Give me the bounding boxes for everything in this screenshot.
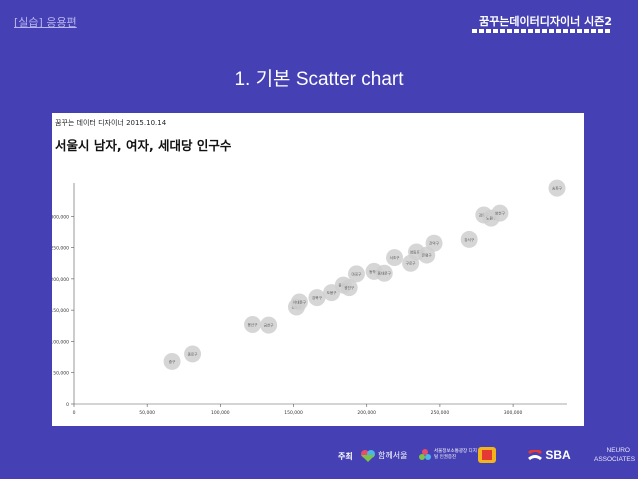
x-tick-label: 150,000 — [284, 410, 303, 416]
brand-underline — [472, 29, 612, 33]
data-point — [375, 264, 393, 282]
heart-icon — [361, 450, 375, 462]
associates-text: ASSOCIATES — [594, 456, 636, 463]
data-point-label: 은평구 — [422, 253, 433, 258]
x-tick-label: 100,000 — [211, 410, 230, 416]
neuro-text: NEURO — [606, 447, 630, 454]
data-point — [386, 249, 404, 267]
y-tick-label: 150,000 — [52, 308, 69, 314]
data-point-label: 금천구 — [264, 323, 275, 328]
scatter-chart: 0 50,000 100,000 150,000 200,000 250,000 300,0… — [52, 179, 567, 416]
data-point — [184, 345, 202, 363]
sba-text: SBA — [545, 448, 571, 462]
data-point-label: 광진구 — [344, 285, 355, 290]
x-tick-label: 200,000 — [357, 410, 376, 416]
data-point — [260, 316, 278, 334]
neuro-associates-logo: NEURO ASSOCIATES — [594, 446, 636, 464]
sba-mark-icon — [528, 448, 542, 461]
partner-logo: S — [478, 446, 496, 464]
data-point-label: 노원구 — [486, 216, 497, 221]
flower-icon — [419, 449, 431, 460]
data-point — [548, 179, 566, 197]
panel-subtitle: 꿈꾸는 데이터 디자이너 2015.10.14 — [55, 119, 167, 127]
slide-title: 1. 기본 Scatter chart — [234, 69, 404, 90]
data-point-label: 양천구 — [495, 211, 506, 216]
brand-title: 꿈꾸는데이터디자이너 시즌2 — [479, 15, 612, 28]
x-tick-label: 250,000 — [431, 410, 450, 416]
seoul-info-text: 서울정보소통광장 디지털 인권증진 — [434, 449, 477, 460]
y-tick-label: 100,000 — [52, 339, 69, 345]
y-tick-label: 300,000 — [52, 214, 69, 220]
data-point — [460, 230, 478, 248]
data-point-label: 구로구 — [406, 262, 417, 266]
data-point-label: 관악구 — [429, 241, 440, 246]
data-point-label: 중구 — [169, 360, 176, 364]
y-tick-label: 200,000 — [52, 277, 69, 283]
footer-host-label: 주최 — [338, 452, 353, 461]
data-point-label: 영등포구 — [410, 249, 424, 254]
x-tick-label: 0 — [73, 410, 76, 416]
data-point — [491, 204, 509, 222]
chart-title: 서울시 남자, 여자, 세대당 인구수 — [55, 138, 232, 153]
data-point-label: 서초구 — [390, 255, 401, 260]
y-tick-label: 50,000 — [53, 371, 69, 377]
data-point — [290, 293, 308, 311]
data-point-label: 도봉구 — [327, 290, 338, 295]
data-point-label: 마포구 — [352, 271, 363, 276]
data-point-label: 용산구 — [248, 322, 259, 327]
x-tick-label: 50,000 — [139, 410, 155, 416]
data-point-label: 송파구 — [552, 186, 563, 191]
data-point-label: 강북구 — [312, 295, 323, 300]
data-point-label: 동대문구 — [378, 271, 392, 276]
data-point — [425, 234, 443, 252]
data-point — [244, 316, 262, 334]
together-seoul-logo: 함께서울 — [360, 446, 407, 464]
x-tick-label: 300,000 — [504, 410, 523, 416]
data-point-label: 강서구 — [464, 237, 475, 242]
y-tick-label: 250,000 — [52, 246, 69, 252]
data-point — [308, 289, 326, 307]
chart-panel: 꿈꾸는 데이터 디자이너 2015.10.14 서울시 남자, 여자, 세대당 … — [52, 113, 584, 426]
section-label[interactable]: [실습] 응용편 — [14, 16, 77, 29]
seoul-info-logo: 서울정보소통광장 디지털 인권증진 — [418, 446, 478, 464]
data-point — [340, 279, 358, 297]
together-seoul-text: 함께서울 — [378, 450, 408, 460]
partner-badge-icon — [478, 447, 496, 463]
y-tick-label: 0 — [66, 402, 69, 408]
data-point — [163, 352, 181, 370]
data-point — [347, 265, 365, 283]
data-point-label: 동작구 — [369, 269, 380, 274]
data-point-label: 서대문구 — [293, 300, 307, 305]
sba-logo: SBA — [528, 448, 571, 462]
data-point-label: 종로구 — [188, 352, 199, 356]
